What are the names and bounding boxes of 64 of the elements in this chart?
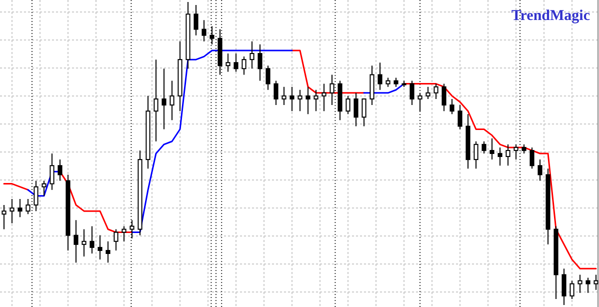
- candlestick: [450, 98, 454, 115]
- candlestick: [498, 146, 502, 166]
- candlestick: [354, 92, 358, 127]
- candlestick: [202, 20, 206, 42]
- candlestick: [562, 268, 566, 306]
- candlestick: [226, 53, 230, 72]
- candlestick: [426, 86, 430, 100]
- candlestick: [90, 226, 94, 254]
- candlestick: [578, 274, 582, 294]
- candlestick: [538, 159, 542, 182]
- candlestick: [434, 83, 438, 100]
- candlestick: [82, 228, 86, 258]
- candlestick: [170, 80, 174, 121]
- candlestick: [26, 198, 30, 215]
- candlestick: [362, 98, 366, 127]
- candlestick: [514, 144, 518, 160]
- candlestick: [322, 83, 326, 112]
- candlestick: [114, 228, 118, 251]
- candlestick: [586, 277, 590, 294]
- candlestick: [74, 220, 78, 264]
- candlestick: [122, 226, 126, 242]
- candlestick: [490, 138, 494, 160]
- candlestick: [418, 92, 422, 112]
- candlestick: [50, 153, 54, 190]
- candlestick: [482, 140, 486, 154]
- candlestick: [58, 159, 62, 182]
- candlestick: [258, 44, 262, 82]
- candlestick: [250, 40, 254, 70]
- candlestick: [314, 89, 318, 112]
- candlestick: [506, 144, 510, 166]
- candlestick: [210, 26, 214, 45]
- candlestick: [306, 86, 310, 115]
- candlestick: [282, 86, 286, 106]
- candlestick: [594, 274, 598, 290]
- candlestick: [34, 180, 38, 212]
- candlestick: [162, 68, 166, 130]
- candlestick: [290, 86, 294, 112]
- candlestick: [194, 4, 198, 36]
- candlestick: [522, 144, 526, 154]
- chart-title: TrendMagic: [511, 8, 590, 24]
- candlestick: [154, 59, 158, 142]
- candlestick: [330, 74, 334, 106]
- candlestick: [18, 198, 22, 218]
- candlestick: [530, 146, 534, 170]
- candlestick: [410, 80, 414, 106]
- candlestick: [570, 280, 574, 300]
- candlestick: [274, 80, 278, 106]
- candlestick: [442, 83, 446, 112]
- candlestick: [346, 95, 350, 115]
- candlestick: [2, 204, 6, 230]
- candlestick: [10, 198, 14, 224]
- candlestick: [298, 89, 302, 112]
- candlestick: [386, 77, 390, 88]
- candlestick: [234, 53, 238, 72]
- candlestick: [98, 234, 102, 260]
- candlestick: [394, 77, 398, 88]
- candlestick: [266, 65, 270, 90]
- candlestick: [106, 240, 110, 264]
- candlestick: [242, 56, 246, 76]
- candlestick: [474, 140, 478, 170]
- candlestick: [378, 62, 382, 90]
- candlestick: [130, 220, 134, 239]
- candlestick: [42, 180, 46, 196]
- candlestick: [458, 104, 462, 130]
